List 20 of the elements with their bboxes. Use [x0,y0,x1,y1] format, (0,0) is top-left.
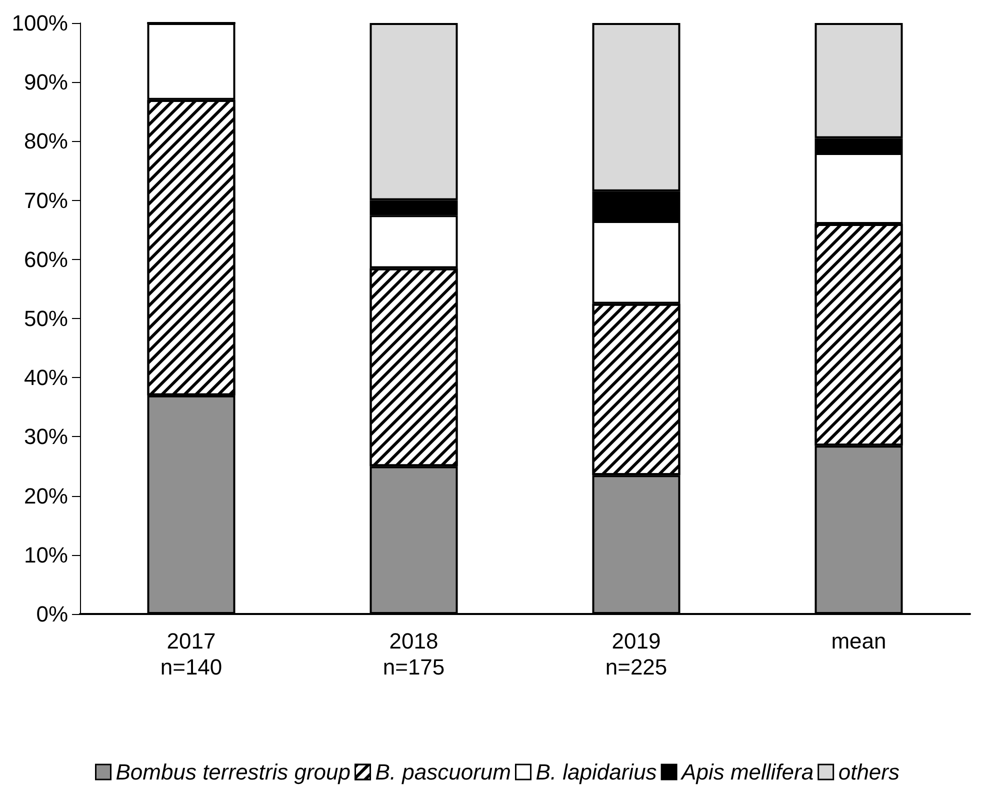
y-tick-label: 40% [24,365,68,390]
y-tick-label: 100% [12,10,68,36]
x-tick-label: 2017 n=140 [160,628,222,680]
x-tick-label: 2019 n=225 [605,628,668,680]
x-tick-label: 2018 n=175 [382,628,445,680]
legend-label: others [838,760,900,784]
y-tick-label: 10% [24,542,68,568]
y-tick-label: 30% [24,424,68,450]
x-tick-label: mean [831,628,886,654]
y-tick-label: 50% [24,306,68,331]
y-tick-label: 20% [24,483,68,508]
legend-label: Apis mellifera [680,760,814,784]
y-tick-label: 80% [24,128,68,154]
legend-label: B. pascuorum [375,760,511,784]
legend-label: Bombus terrestris group [116,760,351,784]
legend-label: B. lapidarius [536,760,657,784]
y-tick-label: 70% [24,188,68,213]
y-tick-label: 0% [36,602,68,626]
y-tick-label: 90% [24,70,68,95]
y-tick-label: 60% [24,246,68,272]
